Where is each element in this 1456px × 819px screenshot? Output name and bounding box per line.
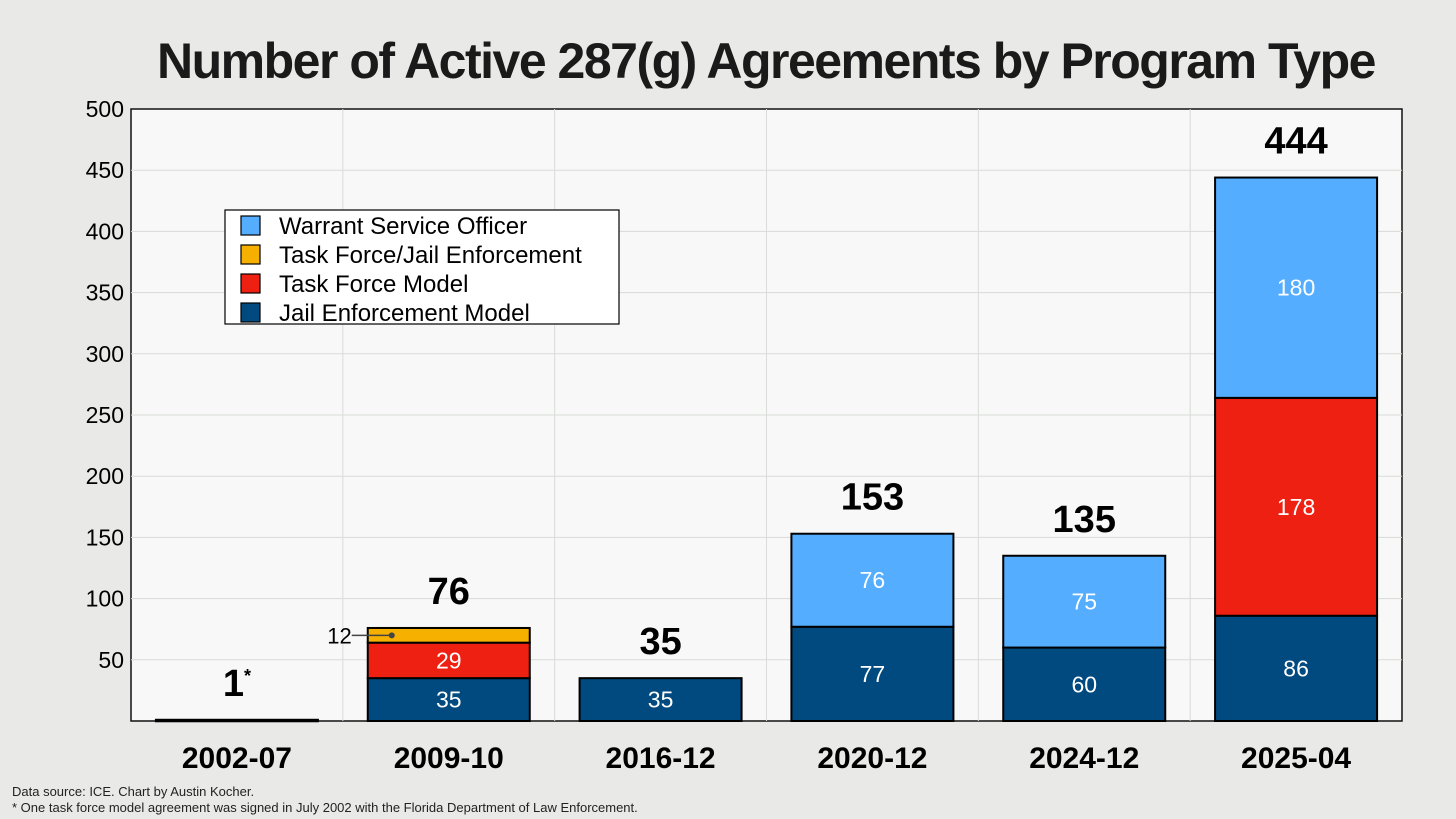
bar-task-force-model	[1214, 396, 1379, 617]
segment-value-label: 60	[1071, 671, 1097, 697]
footnote-asterisk: * One task force model agreement was sig…	[12, 800, 638, 815]
legend-box	[224, 209, 620, 325]
y-tick-label: 100	[86, 586, 124, 612]
legend-label-jail-enforcement-model: Jail Enforcement Model	[279, 300, 530, 327]
x-tick-label: 2002-07	[182, 742, 292, 775]
x-tick-label: 2009-10	[394, 742, 504, 775]
y-tick-label: 350	[86, 280, 124, 306]
bar-warrant-service-officer	[1214, 176, 1379, 399]
total-label: 1*	[223, 663, 251, 705]
x-tick-label: 2020-12	[817, 742, 927, 775]
segment-value-label: 75	[1071, 589, 1097, 615]
total-value: 135	[1053, 499, 1116, 541]
total-value: 444	[1264, 121, 1327, 163]
bar-jail-enforcement-model	[366, 677, 531, 722]
y-tick-label: 200	[86, 463, 124, 489]
legend-label-task-force-jail-enforcement: Task Force/Jail Enforcement	[279, 242, 582, 269]
bar-jail-enforcement-model	[1214, 614, 1379, 723]
x-tick-label: 2016-12	[606, 742, 716, 775]
segment-value-label: 77	[860, 661, 886, 687]
callout-label: 12	[327, 623, 351, 648]
segment-value-label: 35	[436, 687, 462, 713]
total-value: 76	[428, 571, 470, 613]
x-tick-label: 2025-04	[1241, 742, 1351, 775]
data-source-note: Data source: ICE. Chart by Austin Kocher…	[12, 784, 255, 799]
y-tick-label: 300	[86, 341, 124, 367]
y-tick-label: 250	[86, 402, 124, 428]
legend-swatch-task-force-jail-enforcement	[240, 244, 261, 265]
y-tick-label: 500	[86, 96, 124, 122]
total-label: 444	[1264, 121, 1327, 163]
y-tick-label: 50	[98, 647, 124, 673]
legend-label-warrant-service-officer: Warrant Service Officer	[279, 213, 527, 240]
bar-task-force-model	[366, 641, 531, 680]
segment-value-label: 180	[1277, 275, 1315, 301]
bars: 1* 35 29 76 35 35 77 76 153 60 75 135 86 178 180 444 12	[154, 121, 1379, 723]
segment-value-label: 29	[436, 647, 462, 673]
total-value: 35	[639, 621, 681, 663]
segment-value-label: 178	[1277, 494, 1315, 520]
x-tick-label: 2024-12	[1029, 742, 1139, 775]
total-value: 1	[223, 663, 244, 705]
total-label: 35	[639, 621, 681, 663]
bar-task-force-model	[154, 718, 319, 723]
x-axis: 2002-07 2009-10 2016-12 2020-12 2024-12 2025-…	[182, 742, 1352, 775]
bar-jail-enforcement-model	[578, 677, 743, 722]
y-axis: 50 100 150 200 250 300 350 400 450 500	[86, 96, 124, 673]
legend-label-task-force-model: Task Force Model	[279, 271, 468, 298]
bar-warrant-service-officer	[790, 532, 955, 628]
legend-swatch-warrant-service-officer	[240, 215, 261, 236]
segment-value-label: 86	[1283, 655, 1309, 681]
segment-value-label: 76	[860, 567, 886, 593]
callout-dot	[388, 632, 395, 639]
total-label: 76	[428, 571, 470, 613]
total-footnote-marker: *	[244, 666, 251, 686]
y-tick-label: 450	[86, 157, 124, 183]
y-tick-label: 400	[86, 218, 124, 244]
bar-warrant-service-officer	[1002, 554, 1167, 649]
segment-value-label: 35	[648, 687, 674, 713]
total-value: 153	[841, 477, 904, 519]
y-tick-label: 150	[86, 524, 124, 550]
total-label: 153	[841, 477, 904, 519]
bar-jail-enforcement-model	[790, 625, 955, 723]
total-label: 135	[1053, 499, 1116, 541]
legend-swatch-jail-enforcement-model	[240, 302, 261, 323]
chart-title: Number of Active 287(g) Agreements by Pr…	[157, 33, 1376, 89]
legend-swatch-task-force-model	[240, 273, 261, 294]
